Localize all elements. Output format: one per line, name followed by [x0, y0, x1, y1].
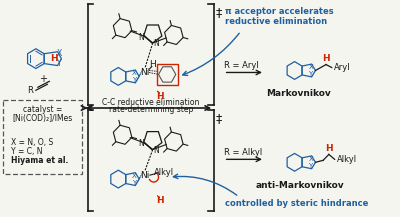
Text: X: X — [308, 64, 313, 70]
Text: R = Aryl: R = Aryl — [224, 61, 258, 70]
Text: C-C reductive elimination: C-C reductive elimination — [102, 98, 200, 107]
Text: π acceptor accelerates: π acceptor accelerates — [225, 7, 333, 16]
Text: anti-Markovnikov: anti-Markovnikov — [256, 181, 345, 189]
Bar — [157, 64, 178, 85]
Text: H: H — [150, 60, 156, 69]
Text: Y: Y — [57, 59, 62, 68]
Text: reductive elimination: reductive elimination — [225, 17, 327, 26]
Text: X: X — [132, 70, 137, 76]
Text: Alkyl: Alkyl — [154, 168, 174, 177]
Text: X = N, O, S: X = N, O, S — [11, 138, 53, 147]
Text: Y: Y — [308, 163, 313, 169]
Text: H: H — [325, 144, 333, 153]
Text: Ni: Ni — [140, 68, 150, 77]
Text: Markovnikov: Markovnikov — [266, 89, 331, 98]
Text: +: + — [38, 74, 46, 84]
Text: Y = C, N: Y = C, N — [11, 147, 42, 156]
Text: H: H — [50, 54, 58, 63]
Text: N: N — [138, 139, 144, 148]
Text: catalyst =: catalyst = — [23, 105, 62, 115]
Text: Y: Y — [308, 71, 313, 77]
Text: H: H — [156, 196, 163, 205]
Text: H: H — [156, 92, 163, 101]
Text: Y: Y — [132, 77, 136, 83]
Text: X: X — [308, 156, 313, 162]
Text: Y: Y — [132, 179, 136, 186]
Text: Alkyl: Alkyl — [336, 155, 357, 164]
Text: Ni: Ni — [140, 171, 150, 180]
Text: Aryl: Aryl — [334, 63, 350, 72]
Text: N: N — [153, 39, 158, 48]
Text: X: X — [132, 173, 137, 179]
Text: rate-determining step: rate-determining step — [109, 105, 193, 115]
Text: R: R — [27, 86, 33, 95]
Text: N: N — [138, 33, 144, 41]
Text: Hiyama et al.: Hiyama et al. — [11, 156, 68, 165]
Text: N: N — [153, 146, 158, 155]
Text: controlled by steric hindrance: controlled by steric hindrance — [225, 199, 368, 208]
Text: [Ni(COD)₂]/IMes: [Ni(COD)₂]/IMes — [12, 114, 73, 123]
Text: ‡: ‡ — [216, 112, 222, 125]
Text: ‡: ‡ — [216, 6, 222, 19]
Text: X: X — [57, 49, 62, 58]
Text: R = Alkyl: R = Alkyl — [224, 148, 262, 157]
Text: H: H — [322, 54, 330, 63]
